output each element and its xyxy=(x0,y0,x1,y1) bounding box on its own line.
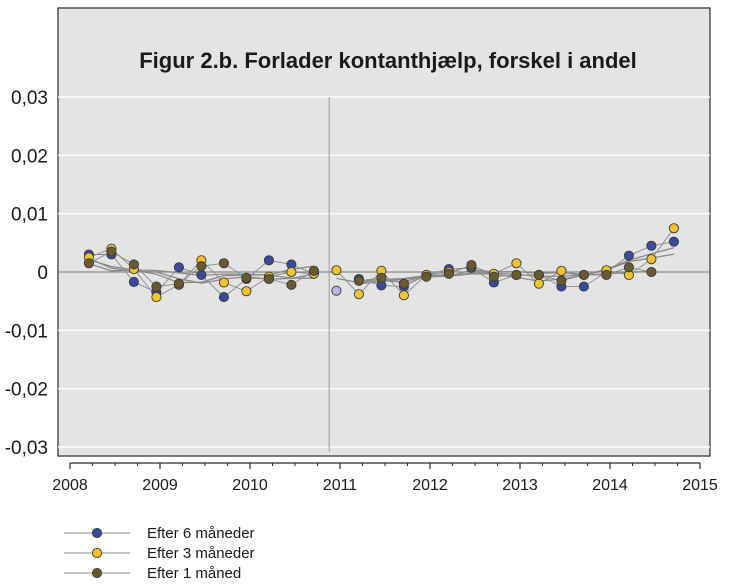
data-point xyxy=(578,269,589,280)
data-point xyxy=(263,273,274,285)
data-point xyxy=(263,255,274,266)
data-point xyxy=(556,275,567,286)
legend-marker xyxy=(91,567,103,579)
plot-background xyxy=(57,7,711,457)
x-tick-label: 2010 xyxy=(232,477,268,494)
y-axis: 0,03 0,02 0,01 0 -0,01 -0,02 -0,03 xyxy=(5,88,48,459)
y-tick-label: -0,02 xyxy=(5,380,48,401)
data-point xyxy=(241,286,252,297)
data-point xyxy=(218,292,229,303)
legend-label: Efter 3 måneder xyxy=(147,545,255,562)
x-tick-label: 2011 xyxy=(323,477,358,494)
data-point xyxy=(128,276,139,287)
y-tick-label: -0,01 xyxy=(5,321,48,342)
data-point xyxy=(533,269,544,280)
x-axis: 2008 2009 2010 2011 2012 2013 2014 2015 xyxy=(52,462,718,494)
data-point xyxy=(646,254,657,265)
data-point xyxy=(331,285,342,296)
data-point xyxy=(443,268,454,279)
data-point xyxy=(106,246,117,257)
legend-label: Efter 1 måned xyxy=(147,565,241,582)
y-tick-label: 0,02 xyxy=(11,146,48,167)
y-tick-label: 0 xyxy=(37,263,48,284)
data-point xyxy=(308,265,319,276)
data-point xyxy=(623,250,634,261)
x-tick-label: 2014 xyxy=(592,477,628,494)
data-point xyxy=(601,269,612,280)
y-tick-label: -0,03 xyxy=(5,438,48,459)
data-point xyxy=(646,266,657,278)
data-point xyxy=(173,278,184,289)
data-point xyxy=(466,259,477,271)
data-points xyxy=(83,223,679,303)
data-point xyxy=(286,279,297,290)
data-point xyxy=(218,277,229,288)
data-point xyxy=(421,271,432,282)
data-point xyxy=(646,240,657,251)
y-tick-label: 0,01 xyxy=(11,205,48,226)
x-tick-label: 2008 xyxy=(52,477,88,494)
data-point xyxy=(668,223,679,234)
x-tick-label: 2013 xyxy=(502,477,538,494)
data-point xyxy=(151,281,162,292)
data-point xyxy=(623,262,634,273)
data-point xyxy=(128,259,139,270)
legend-label: Efter 6 måneder xyxy=(147,525,255,542)
x-tick-label: 2015 xyxy=(682,477,718,494)
data-point xyxy=(511,269,522,280)
data-point xyxy=(196,269,207,280)
data-point xyxy=(353,289,364,300)
trend-line xyxy=(336,253,675,284)
x-tick-label: 2012 xyxy=(412,477,448,494)
data-point xyxy=(556,265,567,276)
data-point xyxy=(488,271,499,282)
data-point xyxy=(533,278,544,289)
chart-title: Figur 2.b. Forlader kontanthjælp, forske… xyxy=(139,48,637,73)
gridlines xyxy=(58,96,710,452)
trend-line xyxy=(88,257,315,284)
data-point xyxy=(398,290,409,301)
data-point xyxy=(173,262,184,273)
data-point xyxy=(376,272,387,283)
data-point xyxy=(218,258,229,269)
y-tick-label: 0,03 xyxy=(11,88,48,109)
data-point xyxy=(83,258,94,269)
data-point xyxy=(398,278,409,289)
x-tick-label: 2009 xyxy=(142,477,178,494)
data-point xyxy=(241,272,252,283)
data-point xyxy=(353,275,364,286)
data-point xyxy=(331,265,342,276)
data-point xyxy=(578,281,589,292)
data-point xyxy=(151,292,162,303)
data-point xyxy=(196,261,207,272)
legend-marker xyxy=(91,547,103,559)
data-point xyxy=(286,266,297,278)
legend: Efter 6 måneder Efter 3 måneder Efter 1 må… xyxy=(64,525,255,582)
data-point xyxy=(511,258,522,269)
data-point xyxy=(668,236,679,247)
legend-marker xyxy=(91,527,103,539)
